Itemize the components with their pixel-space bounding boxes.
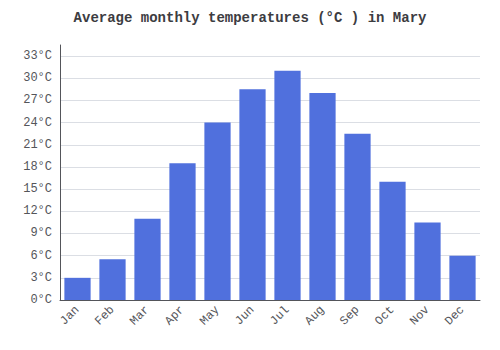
svg-text:Feb: Feb: [92, 303, 117, 328]
svg-text:18°C: 18°C: [23, 160, 52, 174]
svg-text:27°C: 27°C: [23, 93, 52, 107]
svg-text:12°C: 12°C: [23, 204, 52, 218]
svg-text:21°C: 21°C: [23, 138, 52, 152]
svg-text:Dec: Dec: [442, 303, 467, 328]
svg-text:6°C: 6°C: [30, 249, 52, 263]
svg-text:33°C: 33°C: [23, 49, 52, 63]
svg-text:15°C: 15°C: [23, 182, 52, 196]
svg-text:Average monthly temperatures (: Average monthly temperatures (°C ) in Ma…: [74, 10, 427, 26]
svg-text:Apr: Apr: [162, 303, 187, 328]
svg-text:Jun: Jun: [232, 303, 257, 328]
svg-text:Oct: Oct: [372, 303, 397, 328]
svg-text:Jul: Jul: [267, 303, 292, 328]
svg-text:0°C: 0°C: [30, 293, 52, 307]
svg-text:May: May: [197, 303, 222, 328]
svg-text:30°C: 30°C: [23, 71, 52, 85]
svg-text:3°C: 3°C: [30, 271, 52, 285]
svg-text:Nov: Nov: [407, 303, 432, 328]
svg-text:9°C: 9°C: [30, 226, 52, 240]
svg-text:24°C: 24°C: [23, 116, 52, 130]
svg-text:Jan: Jan: [57, 303, 82, 328]
svg-text:Aug: Aug: [302, 303, 327, 328]
svg-text:Sep: Sep: [337, 303, 362, 328]
svg-text:Mar: Mar: [127, 303, 152, 328]
